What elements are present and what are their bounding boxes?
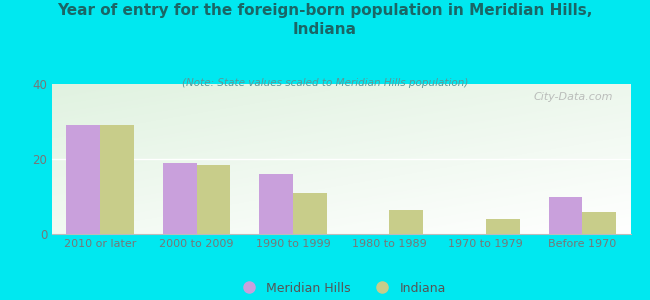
Text: (Note: State values scaled to Meridian Hills population): (Note: State values scaled to Meridian H… [182,78,468,88]
Bar [66,125,100,234]
Bar [163,163,196,234]
Legend: Meridian Hills, Indiana: Meridian Hills, Indiana [231,277,451,300]
Bar [293,193,327,234]
Bar [486,219,519,234]
Bar [100,125,134,234]
Text: Year of entry for the foreign-born population in Meridian Hills,
Indiana: Year of entry for the foreign-born popul… [57,3,593,37]
Bar [259,174,293,234]
Bar [196,165,230,234]
Bar [549,196,582,234]
Bar [582,212,616,234]
Bar [389,210,423,234]
Text: City-Data.com: City-Data.com [534,92,613,101]
